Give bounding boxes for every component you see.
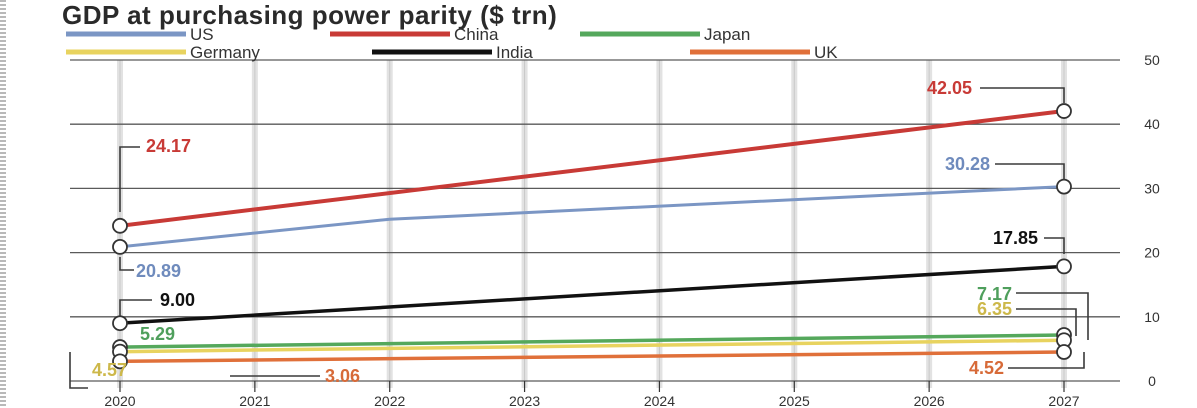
label-bracket-us [119, 257, 134, 271]
data-label-us-2027: 30.28 [945, 154, 990, 174]
label-bracket-india [1044, 237, 1065, 254]
y-tick-label: 40 [1144, 116, 1160, 132]
data-label-japan-2020: 5.29 [140, 324, 175, 344]
series-line-us [119, 185, 1065, 249]
series-line-japan [119, 333, 1065, 349]
label-bracket-india [119, 299, 152, 316]
legend-label-uk: UK [814, 43, 838, 62]
legend-label-china: China [454, 25, 499, 44]
series-line-uk [119, 350, 1065, 364]
y-tick-label: 10 [1144, 309, 1160, 325]
left-rule [0, 0, 6, 408]
data-label-china-2027: 42.05 [927, 78, 972, 98]
series-line-china [119, 109, 1065, 228]
x-tick-label: 2023 [509, 393, 540, 408]
data-point-uk-2020 [112, 353, 128, 370]
y-tick-label: 20 [1144, 245, 1160, 261]
y-tick-label: 0 [1148, 373, 1156, 389]
x-tick-label: 2021 [239, 393, 270, 408]
y-tick-label: 50 [1144, 52, 1160, 68]
data-point-us-2020 [112, 238, 128, 255]
legend-label-india: India [496, 43, 533, 62]
series-line-germany [119, 338, 1065, 354]
legend-label-japan: Japan [704, 25, 750, 44]
x-tick-label: 2027 [1048, 393, 1079, 408]
x-tick-label: 2026 [914, 393, 945, 408]
x-tick-label: 2022 [374, 393, 405, 408]
label-bracket-germany [69, 352, 88, 389]
data-label-japan-2027: 7.17 [977, 284, 1012, 304]
label-bracket-uk [1008, 352, 1085, 369]
data-label-us-2020: 20.89 [136, 261, 181, 281]
legend-label-germany: Germany [190, 43, 260, 62]
data-label-germany-2020: 4.57 [92, 360, 127, 380]
data-point-china-2020 [112, 217, 128, 234]
series-line-india [119, 264, 1065, 325]
data-point-us-2027 [1056, 178, 1072, 195]
data-label-china-2020: 24.17 [146, 136, 191, 156]
data-label-india-2027: 17.85 [993, 228, 1038, 248]
data-label-uk-2027: 4.52 [969, 358, 1004, 378]
data-point-india-2027 [1056, 258, 1072, 275]
label-bracket-japan [1016, 292, 1089, 340]
data-point-china-2027 [1056, 103, 1072, 119]
y-tick-label: 30 [1144, 180, 1160, 196]
data-label-germany-2027: 6.35 [977, 299, 1012, 319]
x-tick-label: 2025 [779, 393, 810, 408]
data-point-india-2020 [112, 315, 128, 332]
label-bracket-china [119, 146, 140, 212]
x-tick-label: 2020 [104, 393, 135, 408]
data-label-uk-2020: 3.06 [325, 366, 360, 386]
data-label-india-2020: 9.00 [160, 290, 195, 310]
x-tick-label: 2024 [644, 393, 675, 408]
label-bracket-germany [1016, 308, 1077, 336]
label-bracket-china [980, 87, 1065, 103]
chart-title: GDP at purchasing power parity ($ trn) [62, 0, 558, 30]
label-bracket-us [995, 163, 1065, 180]
data-point-uk-2027 [1056, 344, 1072, 360]
legend-label-us: US [190, 25, 214, 44]
